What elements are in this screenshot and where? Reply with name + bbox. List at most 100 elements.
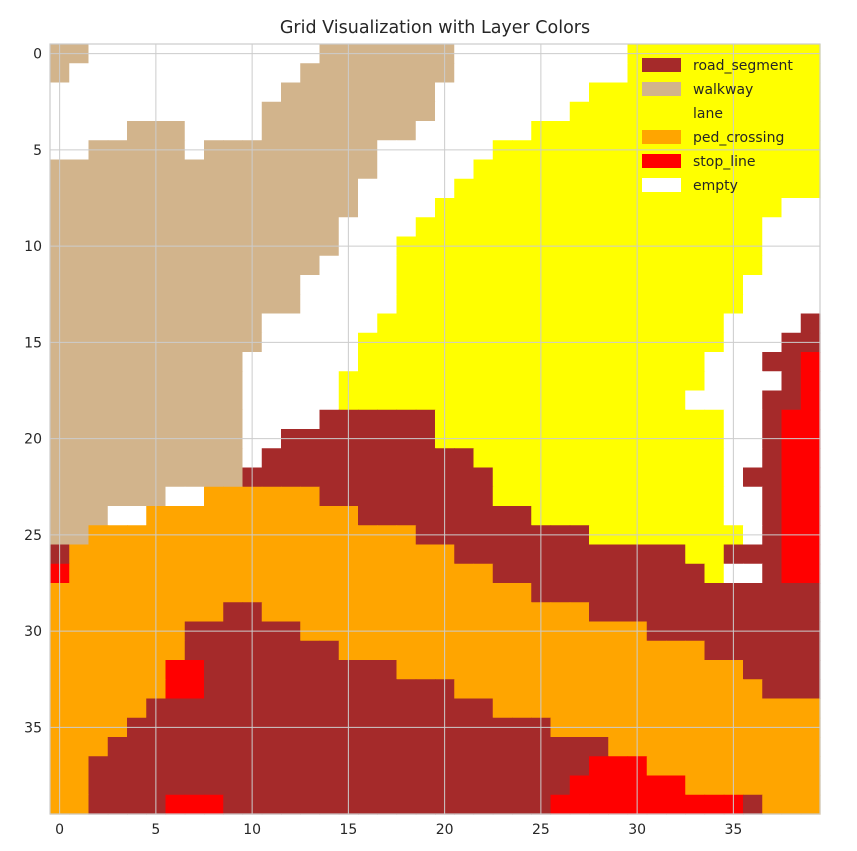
cell-lane xyxy=(608,390,629,411)
cell-empty xyxy=(743,563,763,584)
cell-lane xyxy=(492,390,513,411)
cell-ped_crossing xyxy=(512,640,532,661)
cell-road_segment xyxy=(261,448,282,469)
cell-ped_crossing xyxy=(204,602,224,623)
cell-lane xyxy=(608,294,629,315)
cell-lane xyxy=(473,178,494,199)
cell-walkway xyxy=(281,217,301,238)
cell-ped_crossing xyxy=(473,602,494,623)
cell-lane xyxy=(800,121,821,141)
cell-ped_crossing xyxy=(69,794,90,815)
cell-walkway xyxy=(107,275,128,295)
cell-ped_crossing xyxy=(550,640,571,661)
cell-walkway xyxy=(319,101,340,122)
cell-road_segment xyxy=(762,409,783,430)
cell-lane xyxy=(512,390,532,411)
cell-walkway xyxy=(88,178,109,199)
cell-lane xyxy=(646,409,667,430)
cell-road_segment xyxy=(319,794,340,815)
cell-ped_crossing xyxy=(454,563,475,584)
cell-empty xyxy=(415,159,436,180)
cell-road_segment xyxy=(377,660,398,680)
x-axis-ticks: 0 5 10 15 20 25 30 35 xyxy=(55,822,742,838)
cell-empty xyxy=(223,121,244,141)
cell-ped_crossing xyxy=(204,583,224,603)
cell-ped_crossing xyxy=(107,640,128,661)
cell-road_segment xyxy=(300,775,321,796)
cell-walkway xyxy=(223,352,244,372)
cell-road_segment xyxy=(223,698,244,719)
cell-walkway xyxy=(107,313,128,334)
cell-road_segment xyxy=(358,467,378,488)
cell-road_segment xyxy=(300,448,321,469)
cell-walkway xyxy=(204,198,224,218)
cell-lane xyxy=(454,294,475,315)
cell-lane xyxy=(589,371,609,392)
cell-ped_crossing xyxy=(781,698,802,719)
cell-walkway xyxy=(319,121,340,141)
cell-walkway xyxy=(223,390,244,411)
cell-lane xyxy=(550,352,571,372)
cell-ped_crossing xyxy=(377,602,398,623)
cell-road_segment xyxy=(377,756,398,777)
cell-lane xyxy=(454,275,475,295)
cell-walkway xyxy=(204,390,224,411)
cell-walkway xyxy=(281,255,301,276)
cell-lane xyxy=(415,390,436,411)
y-tick-label: 35 xyxy=(24,720,42,736)
cell-empty xyxy=(88,121,109,141)
cell-lane xyxy=(762,198,783,218)
cell-lane xyxy=(358,390,378,411)
cell-road_segment xyxy=(319,660,340,680)
cell-walkway xyxy=(165,217,186,238)
cell-road_segment xyxy=(319,448,340,469)
cell-walkway xyxy=(69,294,90,315)
cell-ped_crossing xyxy=(589,698,609,719)
cell-ped_crossing xyxy=(704,698,725,719)
cell-road_segment xyxy=(473,544,494,565)
cell-lane xyxy=(800,178,821,199)
cell-ped_crossing xyxy=(415,544,436,565)
cell-lane xyxy=(608,198,629,218)
cell-walkway xyxy=(69,486,90,507)
cell-walkway xyxy=(88,352,109,372)
cell-ped_crossing xyxy=(685,660,706,680)
cell-road_segment xyxy=(800,679,821,700)
cell-stop_line xyxy=(704,794,725,815)
cell-lane xyxy=(800,63,821,84)
cell-walkway xyxy=(204,294,224,315)
cell-walkway xyxy=(261,217,282,238)
cell-ped_crossing xyxy=(646,698,667,719)
cell-ped_crossing xyxy=(704,679,725,700)
cell-empty xyxy=(107,82,128,103)
cell-ped_crossing xyxy=(800,698,821,719)
cell-walkway xyxy=(165,448,186,469)
cell-lane xyxy=(781,159,802,180)
cell-ped_crossing xyxy=(184,544,205,565)
cell-road_segment xyxy=(608,544,629,565)
cell-stop_line xyxy=(800,486,821,507)
cell-walkway xyxy=(319,159,340,180)
cell-road_segment xyxy=(300,679,321,700)
cell-ped_crossing xyxy=(377,563,398,584)
cell-walkway xyxy=(300,178,321,199)
cell-empty xyxy=(223,82,244,103)
cell-walkway xyxy=(377,101,398,122)
cell-lane xyxy=(743,159,763,180)
cell-road_segment xyxy=(512,544,532,565)
cell-lane xyxy=(512,467,532,488)
cell-ped_crossing xyxy=(319,602,340,623)
cell-walkway xyxy=(88,275,109,295)
cell-walkway xyxy=(88,390,109,411)
cell-empty xyxy=(223,101,244,122)
cell-ped_crossing xyxy=(300,544,321,565)
cell-empty xyxy=(300,294,321,315)
cell-lane xyxy=(512,371,532,392)
cell-walkway xyxy=(107,486,128,507)
cell-empty xyxy=(261,390,282,411)
cell-lane xyxy=(704,563,725,584)
cell-lane xyxy=(454,313,475,334)
cell-road_segment xyxy=(396,698,417,719)
cell-stop_line xyxy=(800,506,821,526)
cell-road_segment xyxy=(261,640,282,661)
